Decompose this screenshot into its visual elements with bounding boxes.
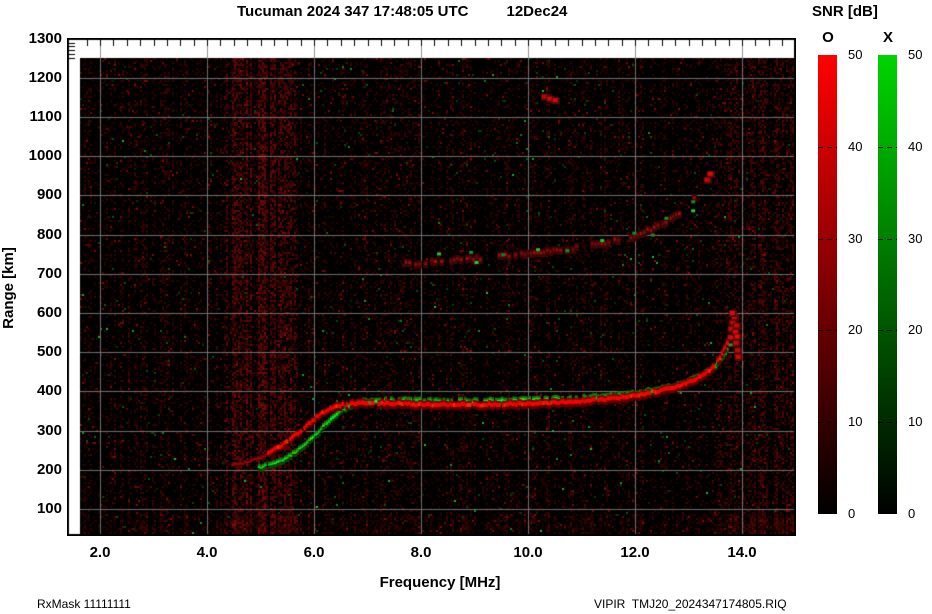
- title-date: 12Dec24: [506, 3, 568, 20]
- x-axis-label: Frequency [MHz]: [379, 574, 501, 591]
- colorbar-tick-label: 40: [848, 138, 863, 154]
- colorbar-tick-label: 50: [908, 47, 923, 62]
- y-tick-label: 300: [36, 421, 62, 439]
- y-tick-label: 800: [36, 225, 62, 243]
- colorbar-tick-label: 10: [908, 414, 923, 430]
- y-tick-label: 1300: [28, 29, 62, 47]
- y-tick-label: 1000: [28, 147, 62, 165]
- colorbar-tick-dash: [818, 422, 837, 424]
- colorbar-tick-dash: [818, 330, 837, 332]
- x-tick-label: 2.0: [89, 544, 111, 561]
- colorbar-tick-label: 40: [908, 138, 923, 154]
- y-tick-label: 700: [36, 264, 62, 282]
- x-mode-colorbar: [878, 55, 897, 514]
- x-tick-label: 4.0: [196, 544, 218, 561]
- y-tick-label: 1100: [29, 108, 62, 125]
- y-tick-label: 1200: [28, 68, 62, 86]
- colorbar-tick-dash: [878, 238, 897, 240]
- y-tick-label: 200: [36, 460, 62, 478]
- y-tick-label: 900: [36, 186, 62, 204]
- page-title: Tucuman 2024 347 17:48:05 UTC 12Dec24: [237, 3, 567, 20]
- colorbar-title: SNR [dB]: [812, 3, 878, 20]
- y-tick-label: 500: [36, 343, 62, 361]
- rxmask-text: RxMask 11111111: [37, 597, 131, 611]
- colorbar-tick-label: 20: [848, 322, 863, 338]
- filename-text: VIPIR TMJ20_2024347174805.RIQ: [594, 597, 787, 611]
- colorbar-tick-label: 20: [908, 322, 923, 338]
- x-tick-label: 8.0: [410, 544, 432, 561]
- x-tick-label: 12.0: [620, 544, 650, 561]
- y-tick-label: 100: [36, 500, 62, 517]
- y-tick-label: 400: [36, 382, 62, 400]
- x-mode-label: X: [882, 29, 893, 46]
- colorbar-tick-dash: [878, 330, 897, 332]
- colorbar-tick-label: 30: [908, 230, 923, 246]
- colorbar-tick-label: 50: [848, 47, 863, 62]
- x-tick-label: 14.0: [727, 544, 757, 561]
- o-mode-label: O: [822, 29, 834, 46]
- colorbar-tick-label: 0: [908, 506, 916, 521]
- x-tick-label: 6.0: [303, 544, 325, 561]
- colorbar-tick-label: 0: [848, 506, 856, 521]
- colorbar-tick-dash: [878, 422, 897, 424]
- colorbar-tick-dash: [818, 238, 837, 240]
- colorbar-tick-dash: [818, 146, 837, 148]
- title-datetime: Tucuman 2024 347 17:48:05 UTC: [237, 3, 469, 20]
- x-tick-label: 10.0: [513, 544, 543, 561]
- y-tick-label: 600: [36, 304, 62, 321]
- ionogram-plot-canvas: [67, 38, 796, 536]
- o-mode-colorbar: [818, 55, 837, 514]
- y-axis-label: Range [km]: [0, 247, 17, 329]
- colorbar-tick-dash: [878, 146, 897, 148]
- colorbar-tick-label: 10: [848, 414, 863, 430]
- colorbar-tick-label: 30: [848, 230, 863, 246]
